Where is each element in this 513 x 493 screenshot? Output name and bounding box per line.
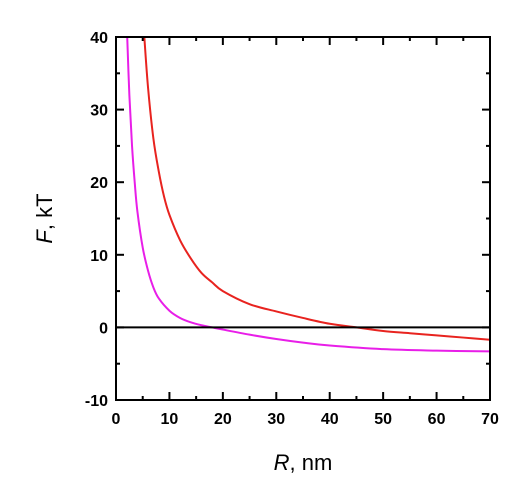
y-tick-label: 10	[90, 248, 108, 265]
x-tick-label: 30	[267, 411, 285, 428]
x-tick-label: 70	[481, 411, 499, 428]
y-tick-label: 40	[90, 30, 108, 47]
x-axis-var: R	[274, 450, 290, 475]
plot-frame	[115, 36, 491, 401]
y-axis-var: F	[32, 229, 57, 244]
series-line-1	[143, 37, 490, 341]
y-tick-label: 0	[99, 320, 108, 337]
x-tick-label: 50	[374, 411, 392, 428]
x-tick-label: 40	[321, 411, 339, 428]
x-tick-label: 0	[112, 411, 121, 428]
y-tick-label: -10	[85, 393, 108, 410]
x-axis-title: R, nm	[274, 450, 333, 475]
y-axis-title: F, kT	[32, 193, 57, 243]
x-tick-label: 60	[428, 411, 446, 428]
y-tick-label: 30	[90, 103, 108, 120]
x-tick-label: 10	[161, 411, 179, 428]
series-line-2	[126, 37, 490, 353]
plot-lines	[126, 37, 490, 353]
y-tick-label: 20	[90, 175, 108, 192]
x-tick-label: 20	[214, 411, 232, 428]
y-axis-unit: , kT	[32, 193, 57, 230]
x-axis-unit: , nm	[290, 450, 333, 475]
ticks	[115, 36, 491, 401]
